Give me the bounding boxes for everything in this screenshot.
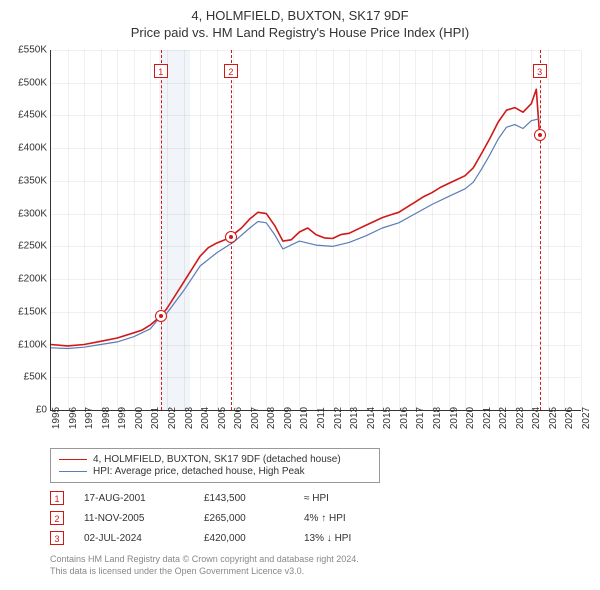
x-tick-label: 2020 <box>465 407 476 429</box>
gridline-v <box>581 50 582 410</box>
y-tick-label: £300K <box>3 208 47 219</box>
y-tick-label: £250K <box>3 241 47 252</box>
series-property <box>51 89 540 346</box>
y-tick-label: £500K <box>3 77 47 88</box>
attribution-line1: Contains HM Land Registry data © Crown c… <box>50 554 359 566</box>
x-tick-label: 2025 <box>548 407 559 429</box>
sale-price: £143,500 <box>204 493 304 504</box>
x-tick-label: 1995 <box>51 407 62 429</box>
x-tick-label: 2016 <box>399 407 410 429</box>
x-tick-label: 2022 <box>498 407 509 429</box>
y-tick-label: £150K <box>3 306 47 317</box>
x-tick-label: 2024 <box>531 407 542 429</box>
x-tick-label: 2011 <box>316 407 327 429</box>
x-tick-label: 2021 <box>482 407 493 429</box>
x-tick-label: 1996 <box>68 407 79 429</box>
x-tick-label: 2012 <box>333 407 344 429</box>
y-tick-label: £400K <box>3 143 47 154</box>
sale-marker-inline: 3 <box>50 531 64 545</box>
sale-vline <box>161 50 162 410</box>
x-tick-label: 1997 <box>84 407 95 429</box>
sale-dot-2 <box>225 231 237 243</box>
x-tick-label: 2013 <box>349 407 360 429</box>
x-tick-label: 2015 <box>382 407 393 429</box>
sales-row-2: 2 11-NOV-2005£265,0004% ↑ HPI <box>50 508 424 528</box>
sale-hpi-relation: ≈ HPI <box>304 493 424 504</box>
sale-marker-1: 1 <box>154 64 168 78</box>
x-tick-label: 2027 <box>581 407 592 429</box>
y-tick-label: £200K <box>3 274 47 285</box>
plot-region: £0£50K£100K£150K£200K£250K£300K£350K£400… <box>50 50 581 411</box>
attribution: Contains HM Land Registry data © Crown c… <box>50 554 359 577</box>
sale-hpi-relation: 4% ↑ HPI <box>304 513 424 524</box>
x-tick-label: 2000 <box>134 407 145 429</box>
y-tick-label: £450K <box>3 110 47 121</box>
chart-area: £0£50K£100K£150K£200K£250K£300K£350K£400… <box>50 50 580 410</box>
x-tick-label: 2017 <box>415 407 426 429</box>
x-tick-label: 1999 <box>117 407 128 429</box>
x-tick-label: 2005 <box>217 407 228 429</box>
sales-table: 1 17-AUG-2001£143,500≈ HPI 2 11-NOV-2005£26… <box>50 488 424 548</box>
y-tick-label: £350K <box>3 175 47 186</box>
x-tick-label: 2023 <box>515 407 526 429</box>
x-tick-label: 2001 <box>150 407 161 429</box>
y-tick-label: £550K <box>3 45 47 56</box>
x-tick-label: 2004 <box>200 407 211 429</box>
x-tick-label: 2026 <box>564 407 575 429</box>
x-tick-label: 2002 <box>167 407 178 429</box>
x-tick-label: 2003 <box>184 407 195 429</box>
legend-swatch <box>59 459 87 460</box>
y-tick-label: £100K <box>3 339 47 350</box>
x-tick-label: 2019 <box>449 407 460 429</box>
sale-price: £265,000 <box>204 513 304 524</box>
legend-row-hpi: HPI: Average price, detached house, High… <box>59 466 371 477</box>
sale-price: £420,000 <box>204 533 304 544</box>
x-tick-label: 2014 <box>366 407 377 429</box>
sale-marker-inline: 1 <box>50 491 64 505</box>
title-subtitle: Price paid vs. HM Land Registry's House … <box>0 25 600 40</box>
sale-marker-inline: 2 <box>50 511 64 525</box>
sales-row-3: 3 02-JUL-2024£420,00013% ↓ HPI <box>50 528 424 548</box>
series-svg <box>51 50 581 410</box>
title-block: 4, HOLMFIELD, BUXTON, SK17 9DF Price pai… <box>0 0 600 40</box>
legend-row-property: 4, HOLMFIELD, BUXTON, SK17 9DF (detached… <box>59 454 371 465</box>
x-tick-label: 2018 <box>432 407 443 429</box>
sale-date: 11-NOV-2005 <box>84 513 204 524</box>
legend-swatch <box>59 471 87 472</box>
legend: 4, HOLMFIELD, BUXTON, SK17 9DF (detached… <box>50 448 380 483</box>
x-tick-label: 2009 <box>283 407 294 429</box>
x-tick-label: 2007 <box>250 407 261 429</box>
sales-row-1: 1 17-AUG-2001£143,500≈ HPI <box>50 488 424 508</box>
attribution-line2: This data is licensed under the Open Gov… <box>50 566 359 578</box>
legend-label: 4, HOLMFIELD, BUXTON, SK17 9DF (detached… <box>93 454 341 465</box>
chart-container: 4, HOLMFIELD, BUXTON, SK17 9DF Price pai… <box>0 0 600 590</box>
sale-dot-1 <box>155 310 167 322</box>
sale-hpi-relation: 13% ↓ HPI <box>304 533 424 544</box>
legend-label: HPI: Average price, detached house, High… <box>93 466 305 477</box>
y-tick-label: £0 <box>3 405 47 416</box>
sale-date: 17-AUG-2001 <box>84 493 204 504</box>
series-hpi <box>51 119 540 349</box>
title-address: 4, HOLMFIELD, BUXTON, SK17 9DF <box>0 8 600 23</box>
x-tick-label: 1998 <box>101 407 112 429</box>
x-tick-label: 2008 <box>266 407 277 429</box>
x-tick-label: 2010 <box>299 407 310 429</box>
sale-marker-2: 2 <box>224 64 238 78</box>
x-tick-label: 2006 <box>233 407 244 429</box>
y-tick-label: £50K <box>3 372 47 383</box>
sale-date: 02-JUL-2024 <box>84 533 204 544</box>
sale-dot-3 <box>534 129 546 141</box>
sale-vline <box>540 50 541 410</box>
sale-marker-3: 3 <box>533 64 547 78</box>
